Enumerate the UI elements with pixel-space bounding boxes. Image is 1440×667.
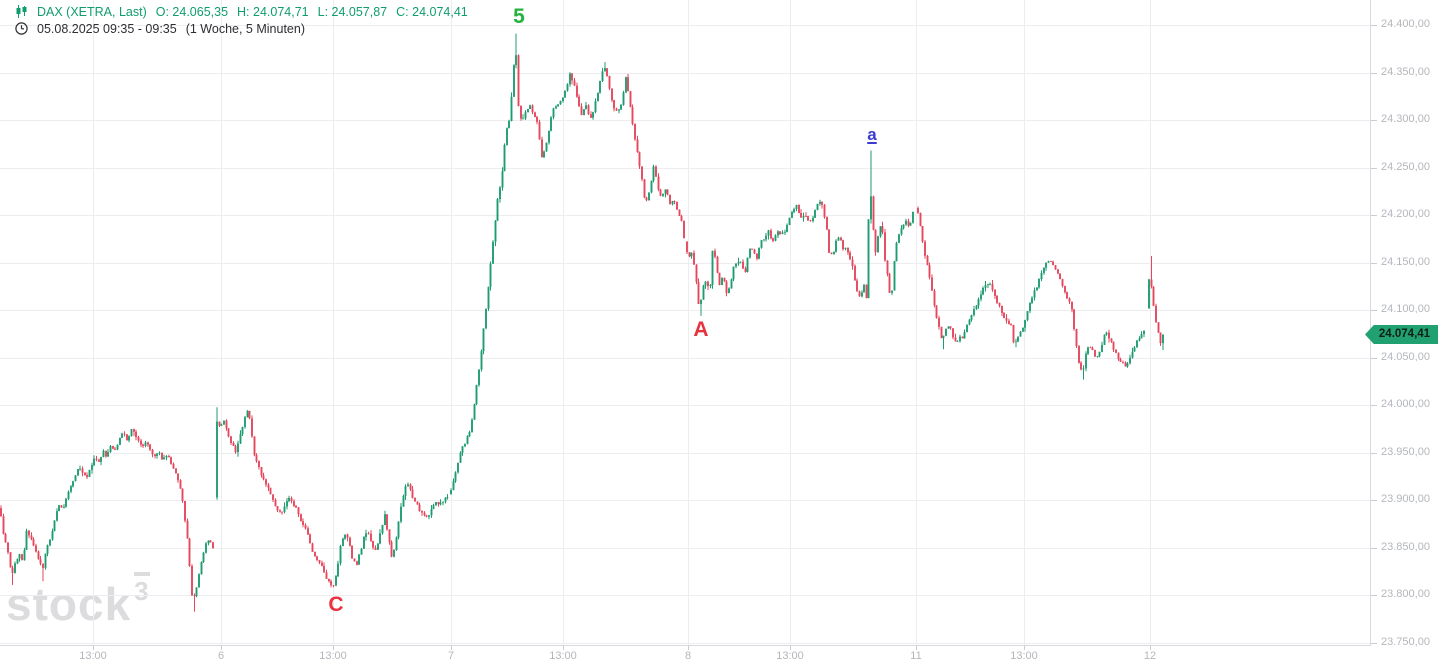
wave-label-A[interactable]: A	[693, 318, 709, 341]
price-tick-mark	[1371, 643, 1377, 644]
time-tick-label: 13:00	[776, 650, 804, 662]
price-tick-mark	[1371, 405, 1377, 406]
time-tick-mark	[333, 646, 334, 650]
price-tick-label: 24.150,00	[1381, 256, 1430, 268]
price-tick-label: 24.050,00	[1381, 351, 1430, 363]
price-tick-mark	[1371, 215, 1377, 216]
wave-label-5[interactable]: 5	[513, 5, 525, 28]
price-tick-label: 24.200,00	[1381, 208, 1430, 220]
time-tick-mark	[93, 646, 94, 650]
price-tick-label: 23.750,00	[1381, 636, 1430, 648]
time-tick-mark	[790, 646, 791, 650]
price-tick-label: 23.900,00	[1381, 493, 1430, 505]
time-tick-label: 13:00	[549, 650, 577, 662]
price-tick-mark	[1371, 548, 1377, 549]
time-tick-mark	[1024, 646, 1025, 650]
wave-label-a[interactable]: a	[867, 125, 877, 144]
time-tick-mark	[451, 646, 452, 650]
price-axis[interactable]: 24.400,00 24.350,00 24.300,00 24.250,00 24.2…	[1370, 0, 1440, 650]
clock-icon	[14, 22, 28, 36]
time-axis[interactable]: 13:00 6 13:00 7 13:00 8 13:00 11 13:00 12	[0, 645, 1371, 667]
chart-legend: DAX (XETRA, Last) O: 24.065,35 H: 24.074…	[14, 3, 468, 37]
price-tick-mark	[1371, 168, 1377, 169]
price-tick-label: 24.300,00	[1381, 113, 1430, 125]
price-tick-mark	[1371, 500, 1377, 501]
candlestick-chart[interactable]	[0, 0, 1370, 646]
price-tick-mark	[1371, 358, 1377, 359]
price-tick-mark	[1371, 595, 1377, 596]
watermark-sup3: 3	[134, 572, 150, 604]
ohlc-close: C: 24.074,41	[396, 4, 468, 19]
time-tick-label: 8	[684, 650, 692, 662]
price-tick-label: 24.400,00	[1381, 18, 1430, 30]
time-tick-label: 11	[910, 650, 922, 662]
time-tick-mark	[563, 646, 564, 650]
price-tick-mark	[1371, 310, 1377, 311]
price-tick-label: 23.850,00	[1381, 541, 1430, 553]
price-tick-mark	[1371, 453, 1377, 454]
price-tick-label: 24.250,00	[1381, 161, 1430, 173]
ohlc-open: O: 24.065,35	[155, 4, 229, 19]
time-tick-mark	[916, 646, 917, 650]
datetime-range-label: 05.08.2025 09:35 - 09:35	[37, 21, 177, 36]
candlestick-icon	[14, 5, 28, 19]
symbol-label[interactable]: DAX (XETRA, Last)	[37, 4, 147, 19]
time-tick-label: 13:00	[1010, 650, 1038, 662]
ohlc-low: L: 24.057,87	[317, 4, 388, 19]
time-tick-mark	[1150, 646, 1151, 650]
time-tick-label: 6	[217, 650, 225, 662]
price-tick-label: 23.800,00	[1381, 588, 1430, 600]
price-tick-mark	[1371, 120, 1377, 121]
period-label: (1 Woche, 5 Minuten)	[185, 21, 305, 36]
time-tick-mark	[688, 646, 689, 650]
price-tick-label: 24.100,00	[1381, 303, 1430, 315]
ohlc-high: H: 24.074,71	[237, 4, 309, 19]
stock3-watermark: stock 3	[6, 572, 150, 631]
last-price-badge: 24.074,41	[1365, 325, 1438, 344]
price-tick-mark	[1371, 73, 1377, 74]
time-tick-label: 7	[447, 650, 455, 662]
price-tick-label: 24.350,00	[1381, 66, 1430, 78]
time-tick-mark	[221, 646, 222, 650]
price-tick-mark	[1371, 25, 1377, 26]
price-tick-label: 23.950,00	[1381, 446, 1430, 458]
price-tick-mark	[1371, 263, 1377, 264]
price-tick-label: 24.000,00	[1381, 398, 1430, 410]
time-tick-label: 12	[1143, 650, 1157, 662]
wave-label-C[interactable]: C	[328, 593, 344, 616]
time-tick-label: 13:00	[79, 650, 107, 662]
time-tick-label: 13:00	[319, 650, 347, 662]
